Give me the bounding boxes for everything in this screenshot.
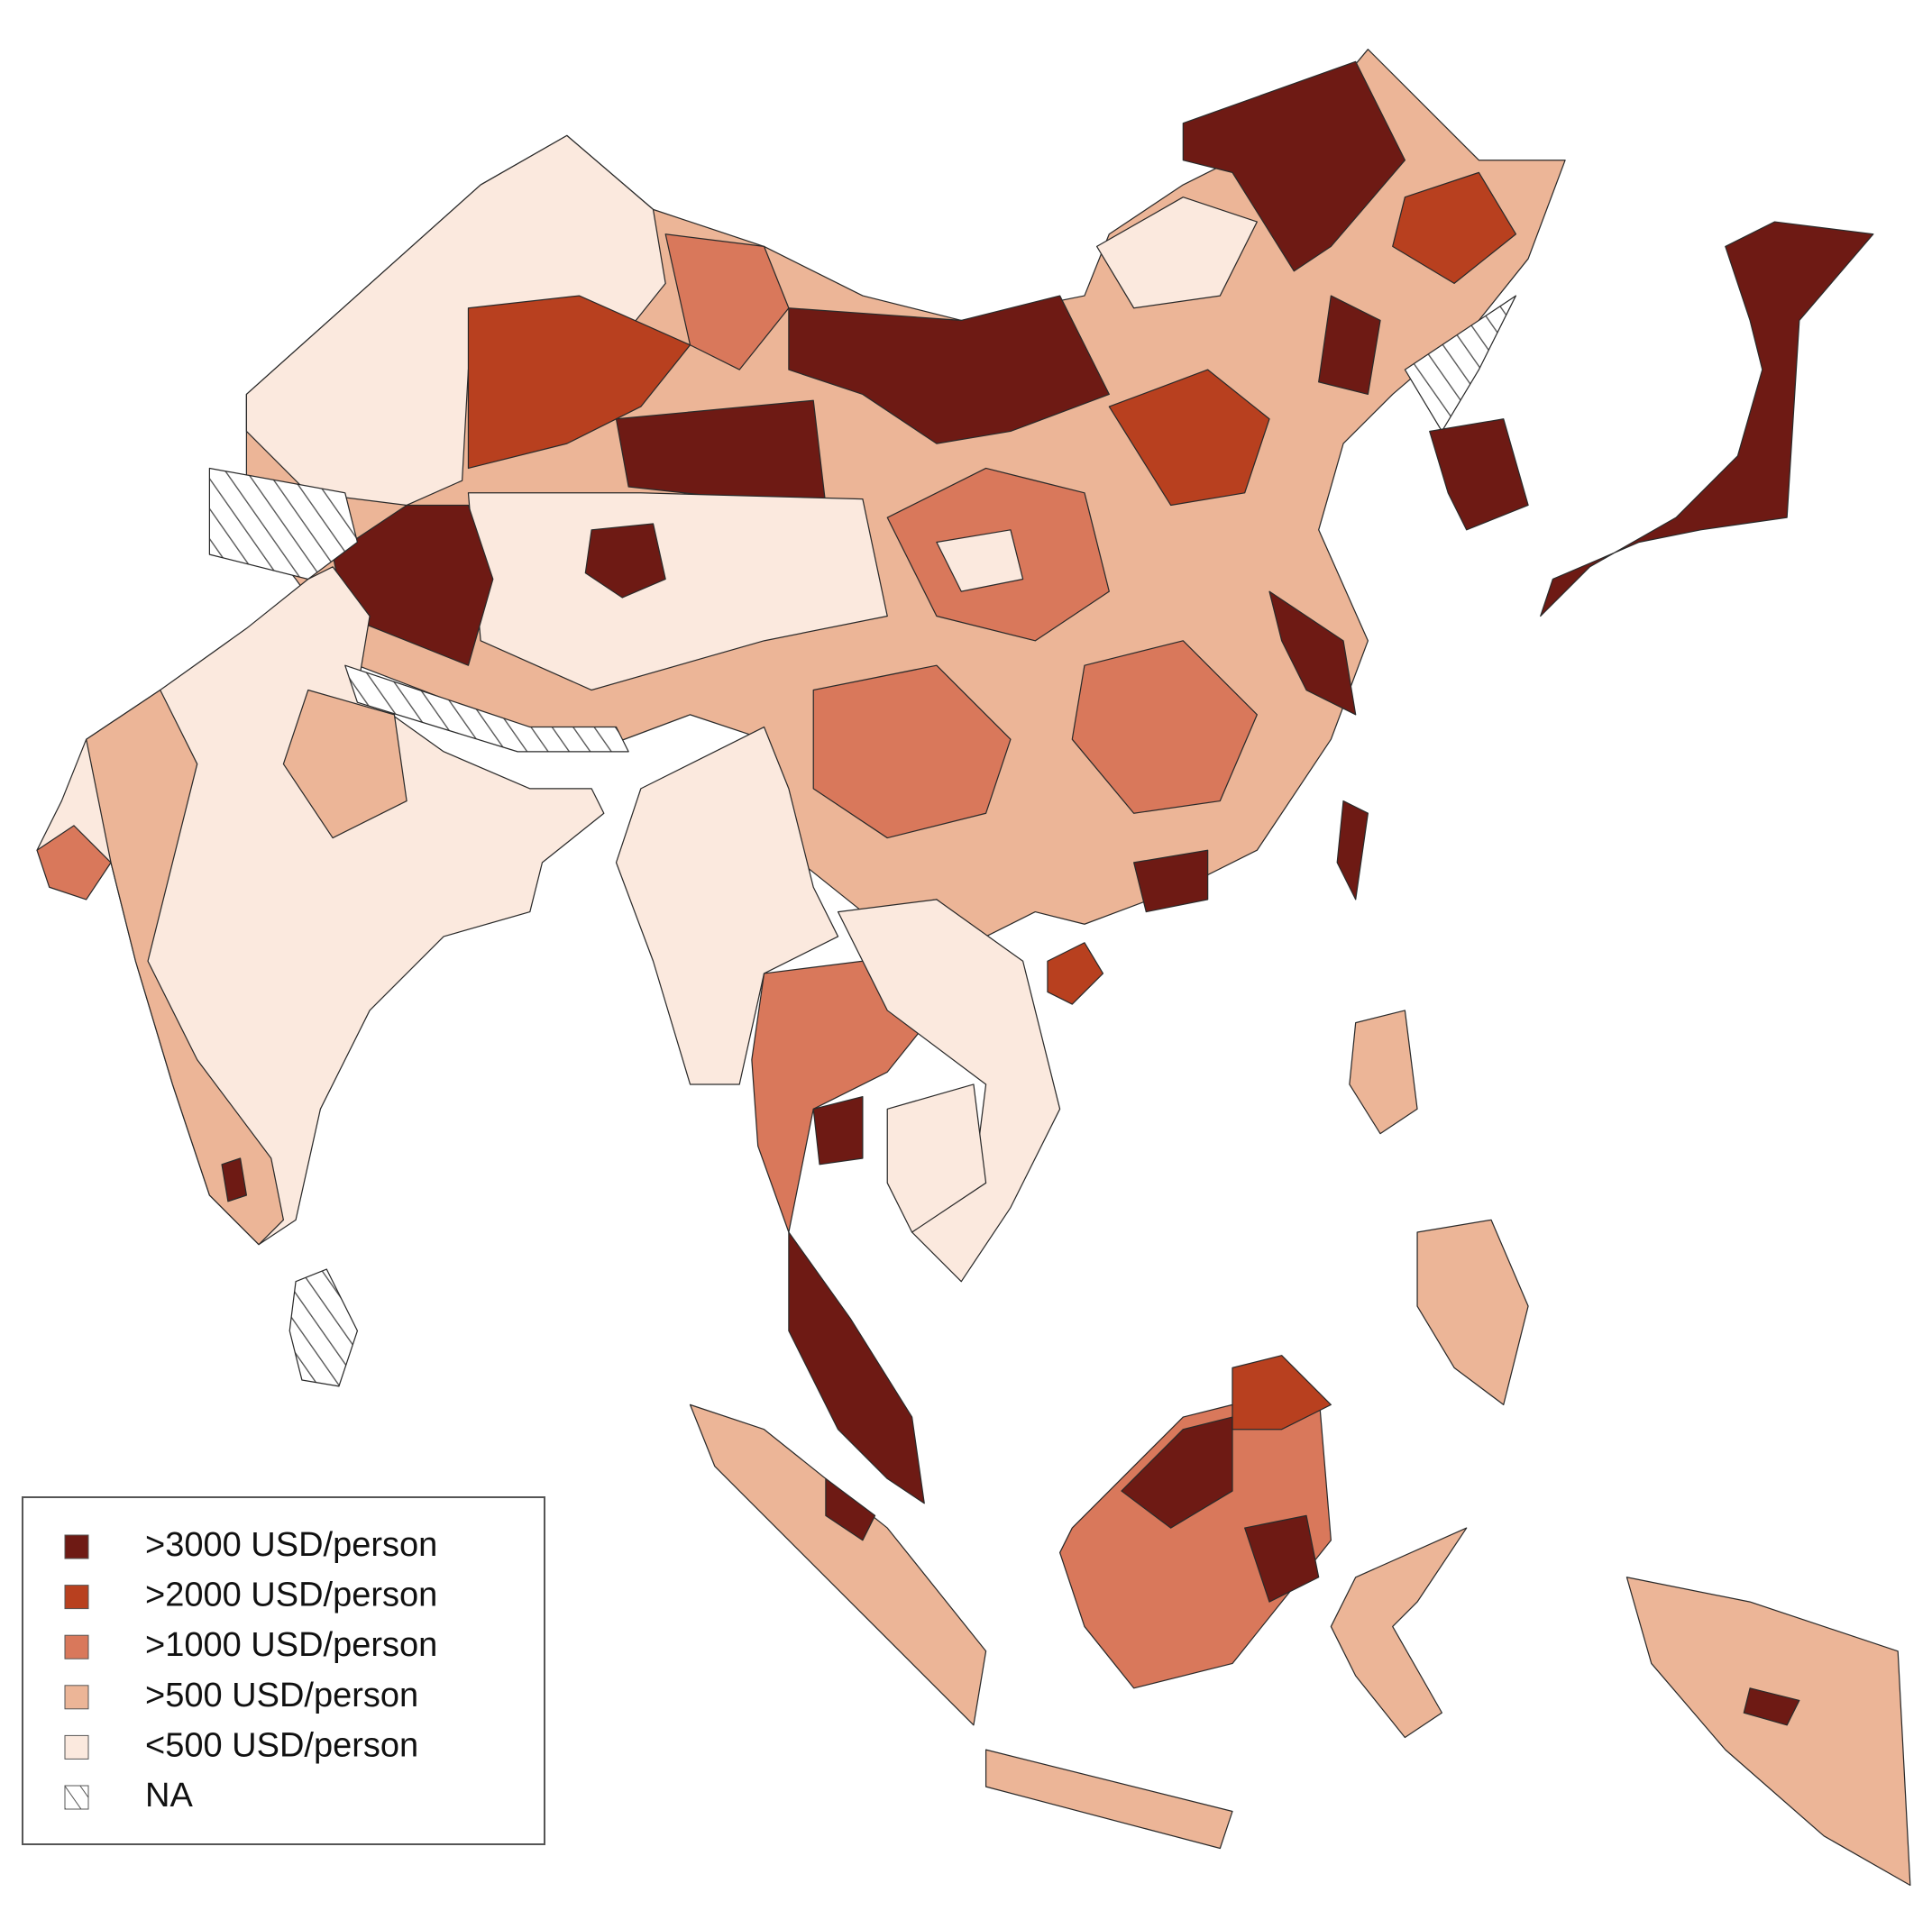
- region: [1540, 221, 1874, 617]
- region: [984, 1749, 1233, 1850]
- region: [1182, 60, 1406, 272]
- region: [221, 1157, 248, 1202]
- region: [1743, 1687, 1800, 1726]
- region: [36, 825, 112, 901]
- region: [1429, 418, 1529, 531]
- region: [1349, 1010, 1418, 1135]
- region: [1392, 171, 1517, 285]
- region: [812, 664, 1012, 839]
- legend-label: >1000 USD/person: [145, 1626, 437, 1664]
- region: [467, 295, 691, 470]
- legend-label: >3000 USD/person: [145, 1526, 437, 1564]
- legend-label: <500 USD/person: [145, 1726, 418, 1764]
- region: [1268, 590, 1357, 716]
- map-regions: [36, 49, 1911, 1887]
- region: [1071, 640, 1258, 814]
- region: [825, 1477, 876, 1541]
- legend-swatch: [64, 1785, 89, 1810]
- legend-swatch: [64, 1585, 89, 1610]
- region: [1330, 1527, 1468, 1739]
- region: [288, 1268, 359, 1387]
- region: [1232, 1355, 1332, 1431]
- region: [664, 233, 790, 370]
- region: [1404, 295, 1517, 433]
- region: [788, 1231, 925, 1504]
- region: [467, 492, 888, 691]
- region: [886, 1083, 987, 1233]
- legend-label: >2000 USD/person: [145, 1577, 437, 1614]
- legend-swatch: [64, 1734, 89, 1760]
- legend-swatch: [64, 1634, 89, 1659]
- region: [689, 1403, 987, 1726]
- legend-swatch: [64, 1534, 89, 1559]
- region: [1047, 942, 1104, 1005]
- region: [1244, 1514, 1320, 1603]
- region: [584, 523, 666, 599]
- region: [1318, 295, 1381, 396]
- legend-box: [22, 1496, 545, 1845]
- region: [837, 899, 1061, 1283]
- region: [208, 467, 359, 581]
- legend: >3000 USD/person >2000 USD/person >1000 US…: [64, 1526, 437, 1815]
- region: [1625, 1577, 1911, 1887]
- legend-label: >500 USD/person: [145, 1677, 418, 1714]
- region: [282, 689, 407, 839]
- region: [1336, 800, 1369, 901]
- region: [1096, 197, 1258, 309]
- region: [1108, 369, 1270, 507]
- region: [1416, 1219, 1529, 1405]
- region: [812, 1096, 864, 1166]
- region: [936, 529, 1024, 592]
- region: [1121, 1416, 1233, 1529]
- region: [788, 295, 1110, 444]
- legend-swatch: [64, 1685, 89, 1710]
- region: [86, 689, 285, 1246]
- legend-label: NA: [145, 1777, 193, 1815]
- region: [1133, 849, 1209, 913]
- region: [1059, 1392, 1332, 1689]
- region: [344, 664, 629, 753]
